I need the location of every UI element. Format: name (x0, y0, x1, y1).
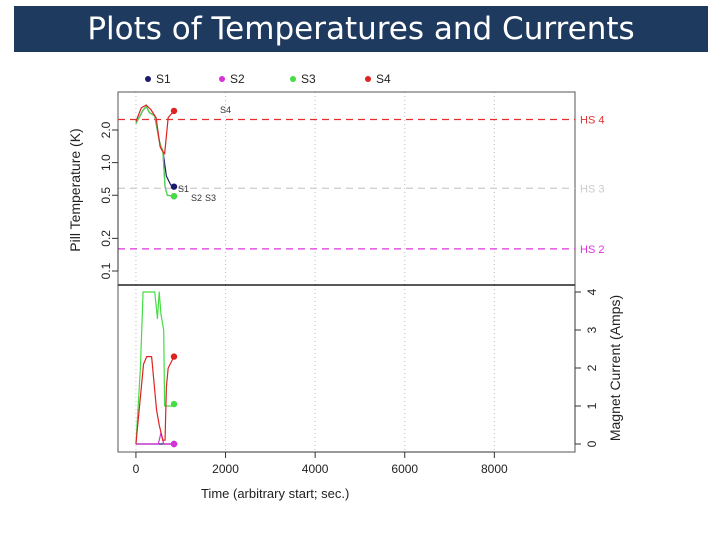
bottom-panel-frame (117, 284, 576, 453)
series-end-label-s2: S2 (191, 193, 202, 203)
current-line-s2 (135, 432, 175, 445)
time-tick-label: 4000 (302, 462, 329, 476)
temperature-tick-label: 0.5 (99, 187, 113, 204)
legend-marker-s1 (145, 76, 151, 82)
slide-title: Plots of Temperatures and Currents (14, 6, 708, 52)
temperature-tick-label: 0.2 (99, 230, 113, 247)
legend-marker-s4 (365, 76, 371, 82)
legend-label-s1: S1 (156, 72, 171, 86)
temperature-tick-label: 0.1 (99, 262, 113, 279)
time-tick-label: 8000 (481, 462, 508, 476)
temperature-axis-title: Pill Temperature (K) (67, 128, 83, 251)
pill-temperature-panel: HS 4 HS 3 HS 2 0.1 0.2 0.5 1.0 2.0 Pill Temperat… (67, 91, 604, 286)
current-tick-label: 3 (585, 326, 599, 333)
time-tick-label: 2000 (212, 462, 239, 476)
current-line-s3 (135, 291, 175, 445)
current-endpoint-s4 (170, 353, 178, 360)
time-axis: 0 2000 4000 6000 8000 Time (arbitrary start; … (133, 451, 508, 501)
temperature-endpoint-s3 (170, 192, 178, 200)
legend-label-s3: S3 (301, 72, 316, 86)
series-end-label-s1: S1 (178, 184, 189, 194)
current-line-s4 (135, 356, 175, 445)
temperature-endpoint-s4 (170, 107, 178, 115)
series-end-label-s3: S3 (205, 193, 216, 203)
legend-label-s2: S2 (230, 72, 245, 86)
current-tick-label: 4 (585, 288, 599, 295)
current-endpoint-s2 (170, 440, 178, 448)
legend-marker-s3 (290, 76, 296, 82)
legend-marker-s2 (219, 76, 225, 82)
time-tick-label: 6000 (391, 462, 418, 476)
current-tick-label: 2 (585, 364, 599, 371)
temperature-endpoint-s1 (170, 183, 178, 190)
threshold-label-hs-4: HS 4 (580, 114, 604, 126)
current-endpoint-s3 (170, 400, 178, 408)
series-end-label-s4: S4 (220, 105, 231, 115)
current-tick-label: 0 (585, 440, 599, 447)
temperature-line-s4 (135, 104, 175, 155)
temperature-tick-label: 2.0 (99, 121, 113, 138)
temperature-tick-label: 1.0 (99, 154, 113, 171)
current-axis-title: Magnet Current (Amps) (607, 295, 623, 441)
legend-label-s4: S4 (376, 72, 391, 86)
threshold-label-hs-3: HS 3 (580, 183, 604, 195)
current-tick-label: 1 (585, 402, 599, 409)
time-axis-title: Time (arbitrary start; sec.) (201, 486, 349, 501)
time-tick-label: 0 (133, 462, 140, 476)
chart-legend: S1 S2 S3 S4 (145, 72, 391, 86)
threshold-label-hs-2: HS 2 (580, 244, 604, 256)
magnet-current-panel: 0 1 2 3 4 Magnet Current (Amps) (117, 284, 623, 453)
